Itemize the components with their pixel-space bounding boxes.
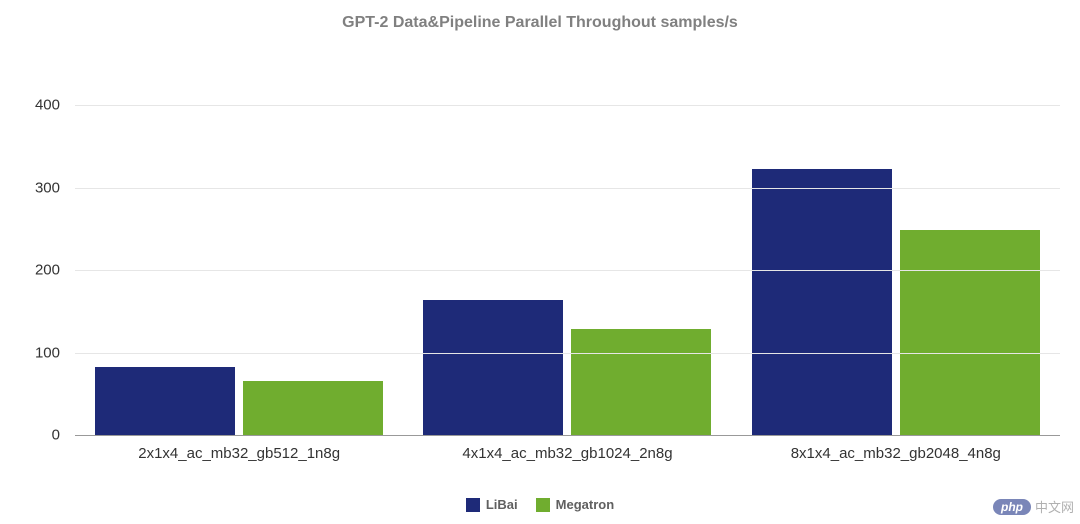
y-tick-label: 200 <box>10 262 60 279</box>
legend-label: Megatron <box>556 497 615 512</box>
y-tick-label: 0 <box>10 427 60 444</box>
watermark: php 中文网 <box>993 497 1074 516</box>
y-tick-label: 300 <box>10 179 60 196</box>
bar <box>571 329 711 435</box>
watermark-logo: php <box>993 499 1031 515</box>
bar <box>243 381 383 435</box>
grid-line <box>75 270 1060 271</box>
chart-plot-area: 2x1x4_ac_mb32_gb512_1n8g4x1x4_ac_mb32_gb… <box>75 105 1060 435</box>
bar <box>95 367 235 435</box>
x-axis <box>75 435 1060 436</box>
legend-label: LiBai <box>486 497 518 512</box>
y-tick-label: 400 <box>10 97 60 114</box>
legend-item: LiBai <box>466 497 518 512</box>
bar <box>900 230 1040 435</box>
x-tick-label: 8x1x4_ac_mb32_gb2048_4n8g <box>732 435 1060 462</box>
bar <box>423 300 563 435</box>
grid-line <box>75 353 1060 354</box>
legend-swatch <box>536 498 550 512</box>
bar <box>752 169 892 435</box>
chart-title: GPT-2 Data&Pipeline Parallel Throughout … <box>0 0 1080 32</box>
x-tick-label: 4x1x4_ac_mb32_gb1024_2n8g <box>403 435 731 462</box>
grid-line <box>75 105 1060 106</box>
chart-legend: LiBai Megatron <box>0 497 1080 512</box>
legend-item: Megatron <box>536 497 615 512</box>
y-tick-label: 100 <box>10 344 60 361</box>
grid-line <box>75 188 1060 189</box>
watermark-text: 中文网 <box>1035 497 1074 516</box>
x-tick-label: 2x1x4_ac_mb32_gb512_1n8g <box>75 435 403 462</box>
legend-swatch <box>466 498 480 512</box>
